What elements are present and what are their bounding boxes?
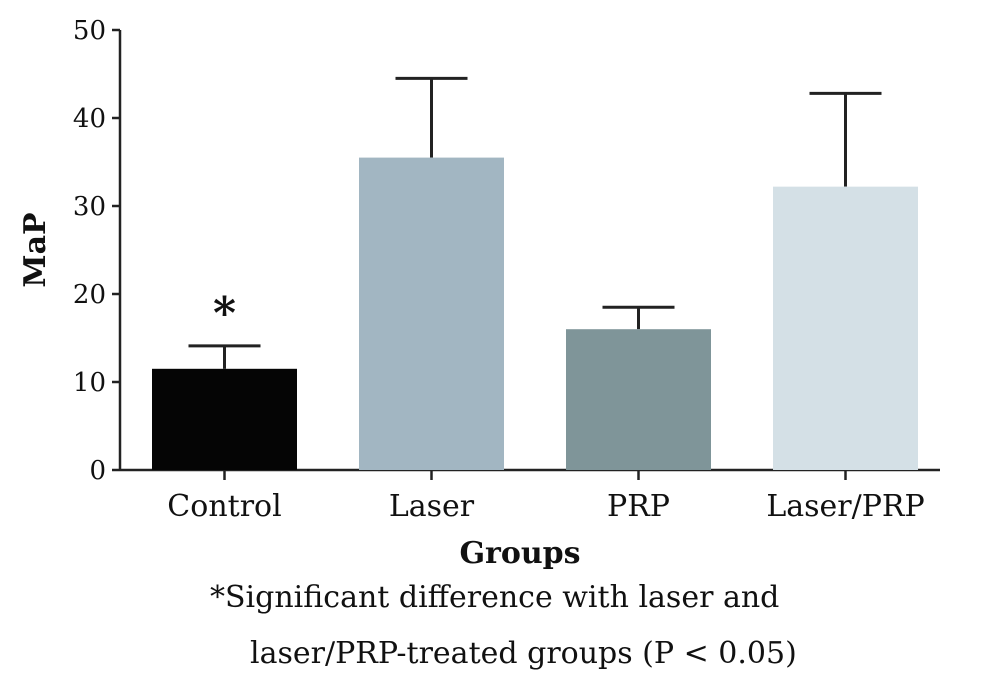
x-tick-label: Control	[167, 489, 281, 524]
bar-laser	[359, 157, 504, 470]
y-tick-label: 30	[73, 192, 106, 222]
bar-laser-prp	[773, 186, 918, 470]
y-axis-title: MaP	[18, 212, 53, 287]
y-tick-label: 50	[73, 16, 106, 46]
x-axis-title: Groups	[459, 536, 580, 571]
y-tick-label: 20	[73, 280, 106, 310]
x-tick-label: Laser	[389, 489, 475, 524]
y-tick-label: 10	[73, 368, 106, 398]
y-tick-label: 0	[89, 456, 106, 486]
bar-control	[152, 368, 297, 470]
x-tick-label: Laser/PRP	[766, 489, 924, 524]
y-axis: 0 10 20 30 40 50	[73, 16, 122, 486]
footnote-line-2: laser/PRP-treated groups (P < 0.05)	[250, 636, 797, 671]
y-tick-label: 40	[73, 104, 106, 134]
x-tick-label: PRP	[607, 489, 670, 524]
footnote-line-1: *Significant difference with laser and	[210, 580, 779, 615]
x-axis	[120, 468, 940, 480]
bar-prp	[566, 329, 711, 470]
error-bars	[188, 76, 882, 369]
bars	[152, 157, 918, 470]
category-labels: Control Laser PRP Laser/PRP	[167, 489, 924, 524]
significance-asterisk: *	[213, 288, 236, 339]
